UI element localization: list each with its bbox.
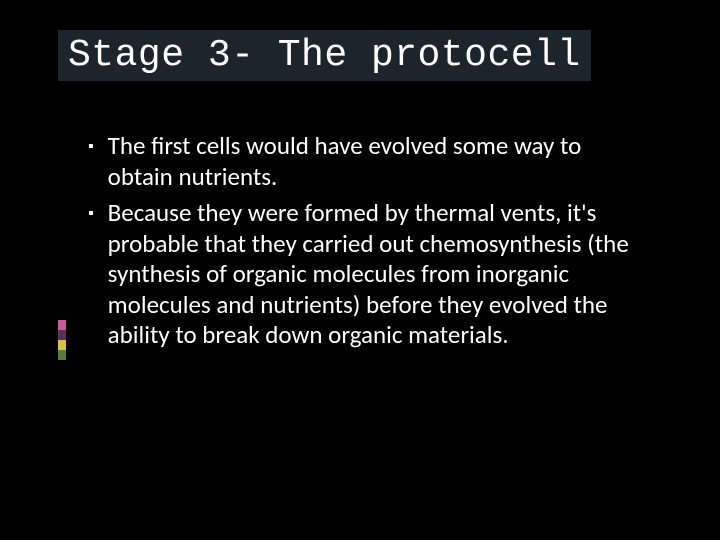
bullet-text: Because they were formed by thermal vent… [108,198,650,351]
accent-bars [58,320,66,360]
slide-title: Stage 3- The protocell [58,30,591,81]
bullet-item: ▪ Because they were formed by thermal ve… [88,198,650,351]
accent-bar [58,340,66,350]
slide: Stage 3- The protocell ▪ The first cells… [0,0,720,540]
accent-bar [58,330,66,340]
slide-content: ▪ The first cells would have evolved som… [88,131,650,351]
bullet-marker-icon: ▪ [88,198,94,230]
bullet-marker-icon: ▪ [88,131,94,163]
accent-bar [58,320,66,330]
bullet-text: The first cells would have evolved some … [108,131,650,192]
accent-bar [58,350,66,360]
bullet-item: ▪ The first cells would have evolved som… [88,131,650,192]
